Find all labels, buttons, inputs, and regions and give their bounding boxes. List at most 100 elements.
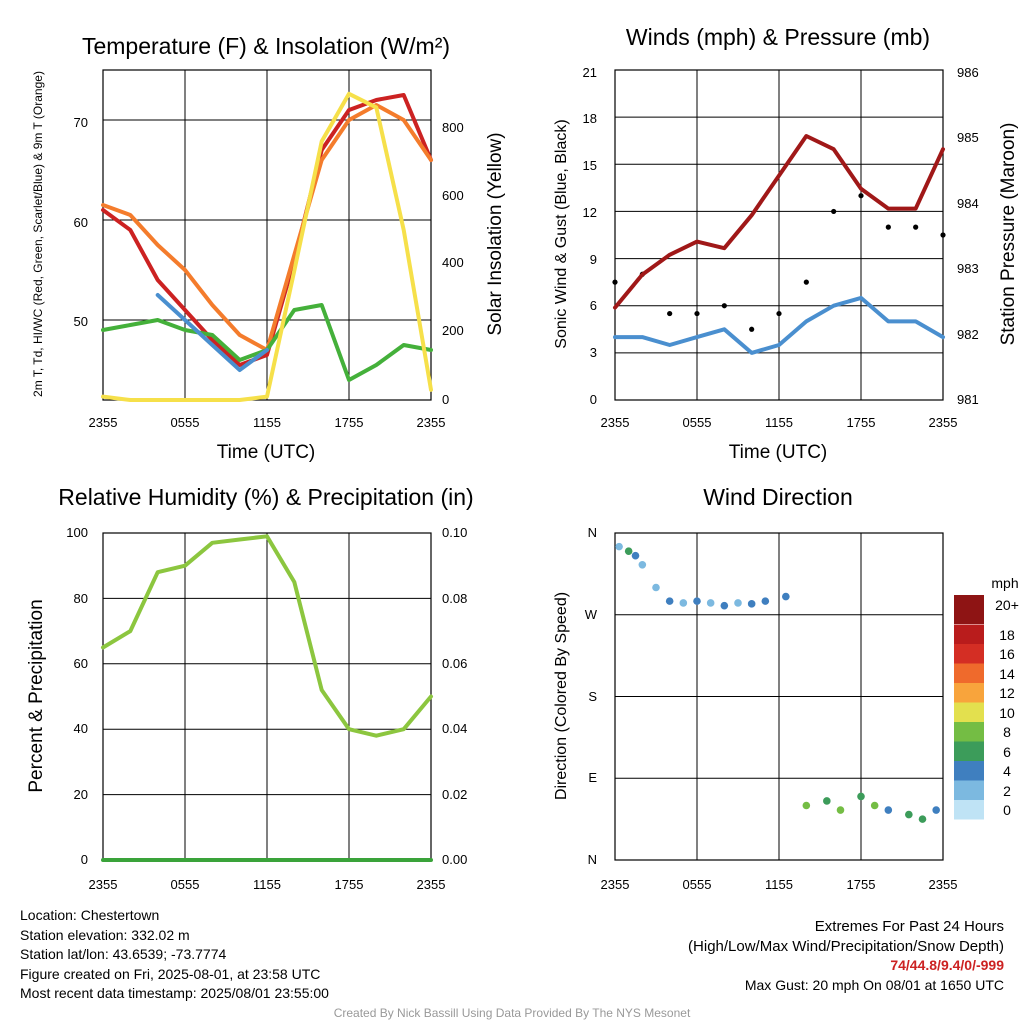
wind-ytick-left: 18 <box>583 111 597 126</box>
direction-point <box>679 599 688 607</box>
gust-point <box>913 224 919 230</box>
wind-xtick: 1755 <box>847 415 876 430</box>
colorbar-label: 2 <box>1003 783 1011 799</box>
temp-ytick-left: 70 <box>74 115 88 130</box>
temp-xtick: 1155 <box>253 415 281 430</box>
rh-xtick: 1155 <box>253 877 281 892</box>
temperature-xlabel: Time (UTC) <box>217 442 316 463</box>
dir-xtick: 1755 <box>847 877 876 892</box>
dir-xtick: 2355 <box>601 877 630 892</box>
wind-ytick-right: 985 <box>957 130 979 145</box>
gust-point <box>694 310 700 317</box>
colorbar-swatch <box>954 644 984 664</box>
extremes-desc: (High/Low/Max Wind/Precipitation/Snow De… <box>688 937 1004 955</box>
colorbar-label: 4 <box>1003 763 1011 779</box>
winds-ylabel-right: Station Pressure (Maroon) <box>998 123 1019 346</box>
rh-ytick-left: 0 <box>81 852 88 867</box>
station-info: Location: Chestertown Station elevation:… <box>20 906 329 1004</box>
direction-point <box>905 810 913 819</box>
temperature-ylabel-left: 2m T, Td, HI/WC (Red, Green, Scarlet/Blu… <box>31 71 45 397</box>
direction-point <box>624 547 633 555</box>
temperature-plot-frame <box>102 69 432 401</box>
wind-ytick-right: 981 <box>957 392 979 407</box>
gust-point <box>803 279 809 285</box>
colorbar-swatch <box>954 741 984 761</box>
wind-xtick: 0555 <box>683 415 712 430</box>
temp-ytick-right: 800 <box>442 120 464 135</box>
gust-point <box>749 326 755 332</box>
gust-point <box>721 303 727 309</box>
dir-xtick: 0555 <box>683 877 712 892</box>
direction-point <box>615 542 623 551</box>
dir-xtick: 2355 <box>929 877 958 892</box>
temp-xtick: 0555 <box>171 415 200 430</box>
winds-ylabel-left: Sonic Wind & Gust (Blue, Black) <box>553 119 570 348</box>
extremes-title: Extremes For Past 24 Hours <box>814 918 1004 935</box>
colorbar-unit-label: mph <box>991 575 1018 591</box>
rh-xtick: 2355 <box>417 877 446 892</box>
temp-xtick: 2355 <box>89 415 118 430</box>
dir-ytick: N <box>588 852 597 867</box>
direction-points <box>615 542 940 823</box>
gust-point <box>885 224 891 230</box>
colorbar-label: 12 <box>999 685 1015 701</box>
rh-ytick-left: 80 <box>74 591 88 606</box>
wind-ytick-right: 986 <box>957 65 979 80</box>
colorbar-swatch <box>954 761 984 781</box>
wind-series-line-0 <box>613 295 945 355</box>
max-gust-line: Max Gust: 20 mph On 08/01 at 1650 UTC <box>744 976 1004 993</box>
elevation-line: Station elevation: 332.02 m <box>20 926 190 943</box>
temp-ytick-right: 600 <box>442 188 464 203</box>
rh-xtick: 0555 <box>171 877 200 892</box>
chart-marks <box>101 69 984 862</box>
direction-point <box>734 599 742 607</box>
temperature-grid <box>102 69 432 401</box>
latlon-line: Station lat/lon: 43.6539; -73.7774 <box>20 946 227 963</box>
wind-ytick-left: 12 <box>583 205 597 220</box>
rh-xtick: 1755 <box>335 877 364 892</box>
wind-ytick-left: 3 <box>590 345 597 360</box>
gust-point <box>831 208 837 215</box>
rh-ytick-left: 60 <box>74 656 88 671</box>
rh-series-line-0 <box>101 534 433 738</box>
wind-ytick-left: 6 <box>590 298 597 313</box>
direction-point <box>884 806 893 814</box>
temp-series-line-4 <box>101 91 433 402</box>
extremes-values: 74/44.8/9.4/0/-999 <box>890 957 1004 974</box>
temp-series-line-3 <box>155 293 269 372</box>
temp-ytick-right: 200 <box>442 323 464 338</box>
created-line: Figure created on Fri, 2025-08-01, at 23… <box>20 965 321 982</box>
wind-ytick-right: 984 <box>957 196 979 211</box>
direction-point <box>761 597 770 605</box>
gust-point <box>667 310 673 317</box>
direction-point <box>802 801 811 810</box>
rh-ytick-right: 0.10 <box>442 525 467 540</box>
dir-ytick: W <box>585 607 598 622</box>
temperature-panel-title: Temperature (F) & Insolation (W/m²) <box>82 33 450 59</box>
direction-point <box>870 801 879 810</box>
colorbar-swatch <box>954 663 984 683</box>
recent-line: Most recent data timestamp: 2025/08/01 2… <box>20 985 329 1002</box>
direction-point <box>706 599 715 607</box>
wind-xtick: 2355 <box>929 415 958 430</box>
colorbar-label: 6 <box>1003 744 1011 760</box>
colorbar-swatch <box>954 800 984 820</box>
wind-ytick-left: 0 <box>590 392 597 407</box>
wind-ytick-left: 21 <box>583 65 597 80</box>
rh-xtick: 2355 <box>89 877 118 892</box>
direction-point <box>823 797 831 805</box>
wind-ytick-right: 983 <box>957 261 979 276</box>
dir-ytick: E <box>588 770 597 785</box>
wind-series-line-2 <box>613 134 945 310</box>
temp-xtick: 2355 <box>417 415 446 430</box>
wind-xtick: 2355 <box>601 415 630 430</box>
colorbar-label: 18 <box>999 627 1015 643</box>
temp-ytick-right: 0 <box>442 392 449 407</box>
direction-point <box>665 597 674 605</box>
credit-line: Created By Nick Bassill Using Data Provi… <box>333 1006 691 1020</box>
rh-ytick-left: 20 <box>74 787 88 802</box>
colorbar-swatch <box>954 780 984 800</box>
rh-ytick-right: 0.02 <box>442 787 467 802</box>
wind-ytick-left: 9 <box>590 252 597 267</box>
